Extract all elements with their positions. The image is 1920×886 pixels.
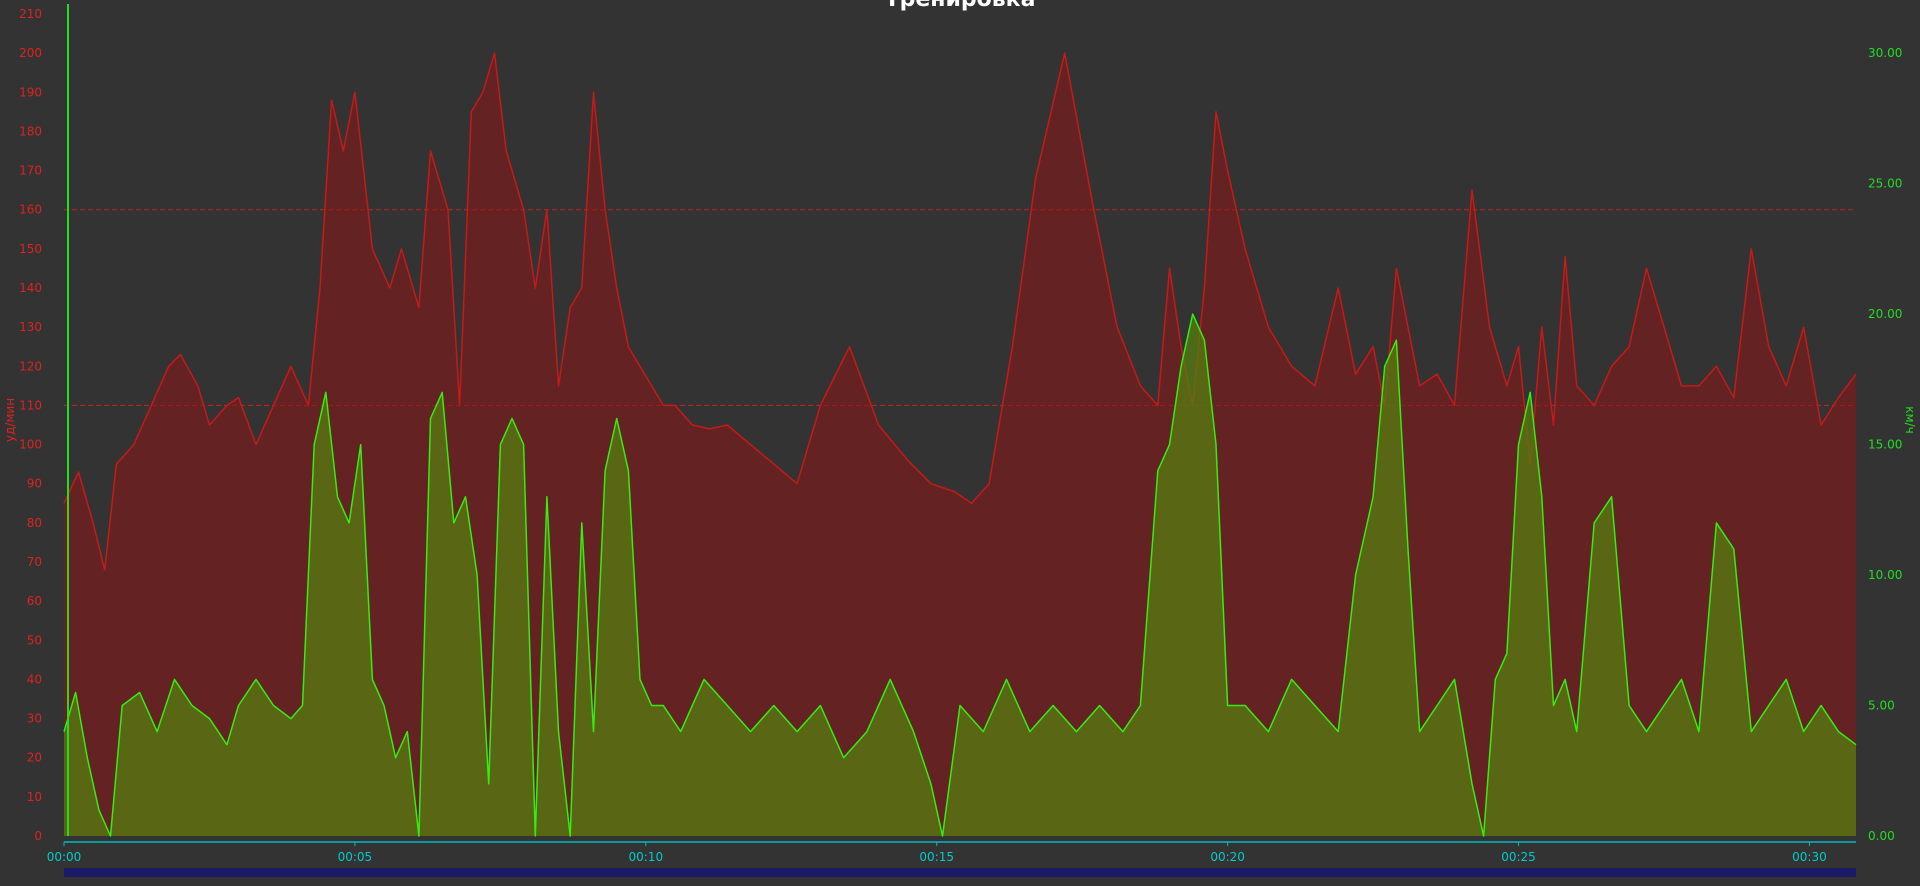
- right-axis-ticks: 0.00 5.00 10.00 15.00 20.00 25.00 30.00: [1868, 46, 1902, 843]
- right-tick-label: 30.00: [1868, 46, 1902, 60]
- series-layer: [63, 4, 1857, 837]
- right-tick-label: 15.00: [1868, 438, 1902, 452]
- left-tick-label: 80: [27, 516, 42, 530]
- heart-rate-line: [63, 52, 1857, 571]
- left-axis-label: уд/мин: [3, 398, 17, 442]
- right-tick-label: 10.00: [1868, 568, 1902, 582]
- right-tick-label: 0.00: [1868, 829, 1895, 843]
- chart-title: Тренировка: [885, 0, 1036, 12]
- left-tick-label: 120: [19, 359, 42, 373]
- left-tick-label: 40: [27, 672, 42, 686]
- x-tick-label: 00:20: [1210, 850, 1245, 864]
- right-tick-label: 5.00: [1868, 699, 1895, 713]
- right-axis-label: км/ч: [1903, 406, 1917, 433]
- left-tick-label: 180: [19, 124, 42, 138]
- left-tick-label: 10: [27, 790, 42, 804]
- left-tick-label: 110: [19, 398, 42, 412]
- left-tick-label: 190: [19, 85, 42, 99]
- left-tick-label: 50: [27, 633, 42, 647]
- left-tick-label: 210: [19, 7, 42, 21]
- x-tick-label: 00:05: [338, 850, 373, 864]
- x-axis: 00:00 00:05 00:10 00:15 00:20 00:25 00:30: [47, 841, 1856, 864]
- overview-scrollbar[interactable]: [64, 868, 1856, 877]
- left-tick-label: 130: [19, 320, 42, 334]
- left-tick-label: 0: [34, 829, 42, 843]
- left-tick-label: 60: [27, 594, 42, 608]
- left-tick-label: 70: [27, 555, 42, 569]
- x-tick-label: 00:30: [1792, 850, 1827, 864]
- left-tick-label: 170: [19, 164, 42, 178]
- x-tick-label: 00:00: [47, 850, 82, 864]
- speed-line: [63, 313, 1857, 837]
- left-tick-label: 150: [19, 242, 42, 256]
- x-tick-label: 00:25: [1501, 850, 1536, 864]
- right-tick-label: 25.00: [1868, 177, 1902, 191]
- left-tick-label: 30: [27, 712, 42, 726]
- left-tick-label: 90: [27, 477, 42, 491]
- left-tick-label: 140: [19, 281, 42, 295]
- left-tick-label: 20: [27, 751, 42, 765]
- left-axis-ticks: 0 10 20 30 40 50 60 70 80 90 100 110 120 130 140 150 160…: [19, 7, 42, 843]
- speed-area: [64, 314, 1856, 837]
- left-tick-label: 200: [19, 46, 42, 60]
- right-tick-label: 20.00: [1868, 307, 1902, 321]
- left-tick-label: 160: [19, 203, 42, 217]
- x-tick-label: 00:15: [919, 850, 954, 864]
- left-tick-label: 100: [19, 438, 42, 452]
- x-tick-label: 00:10: [629, 850, 664, 864]
